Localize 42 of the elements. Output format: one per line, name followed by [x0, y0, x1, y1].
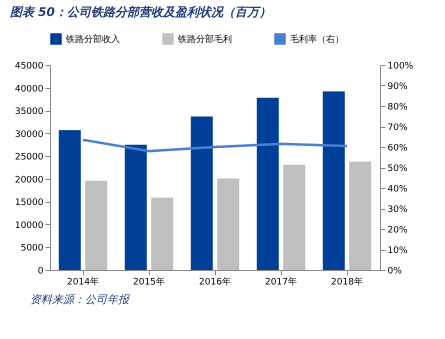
- bar: [256, 98, 279, 270]
- bar: [217, 178, 240, 270]
- y2-tick-label: 30%: [388, 205, 408, 215]
- y2-tick-label: 90%: [388, 82, 408, 92]
- y-tick-label: 10000: [14, 220, 44, 231]
- x-tick-label: 2016年: [199, 276, 231, 288]
- y-tick-label: 0: [38, 266, 44, 276]
- y-tick-label: 45000: [14, 62, 44, 72]
- legend-label: 铁路分部毛利: [177, 34, 232, 45]
- y-tick-label: 35000: [14, 107, 44, 118]
- bar: [190, 116, 213, 270]
- bar: [283, 164, 306, 270]
- y-tick-label: 20000: [14, 175, 44, 186]
- y2-tick-label: 60%: [388, 144, 408, 154]
- y2-tick-label: 80%: [388, 102, 408, 112]
- x-tick-label: 2017年: [265, 276, 297, 288]
- x-tick-label: 2014年: [67, 276, 99, 288]
- text: 资料来源：公司年报: [30, 292, 131, 307]
- y2-tick-label: 50%: [388, 164, 408, 174]
- y2-tick-label: 40%: [388, 184, 408, 194]
- legend-label: 毛利率（右）: [290, 34, 344, 45]
- bar: [124, 144, 147, 270]
- bar: [349, 162, 372, 270]
- x-tick-label: 2015年: [133, 276, 165, 288]
- y2-tick-label: 100%: [388, 62, 414, 72]
- legend-label: 铁路分部收入: [65, 34, 120, 45]
- y2-tick-label: 10%: [388, 246, 408, 256]
- y-tick-label: 25000: [14, 152, 44, 163]
- bar: [322, 91, 345, 270]
- y-tick-label: 40000: [14, 84, 44, 94]
- bar: [58, 130, 81, 270]
- bar: [151, 198, 174, 270]
- y-tick-label: 5000: [20, 244, 44, 254]
- y2-tick-label: 20%: [388, 226, 408, 236]
- bar: [85, 180, 108, 270]
- y2-tick-label: 0%: [388, 266, 402, 276]
- y-tick-label: 30000: [14, 130, 44, 140]
- y-tick-label: 15000: [14, 198, 44, 208]
- chart-title: 图表 50：公司铁路分部营收及盈利状况（百万）: [10, 5, 271, 19]
- line-series: [82, 138, 348, 152]
- y2-tick-label: 70%: [388, 123, 408, 133]
- x-tick-label: 2018年: [331, 276, 363, 288]
